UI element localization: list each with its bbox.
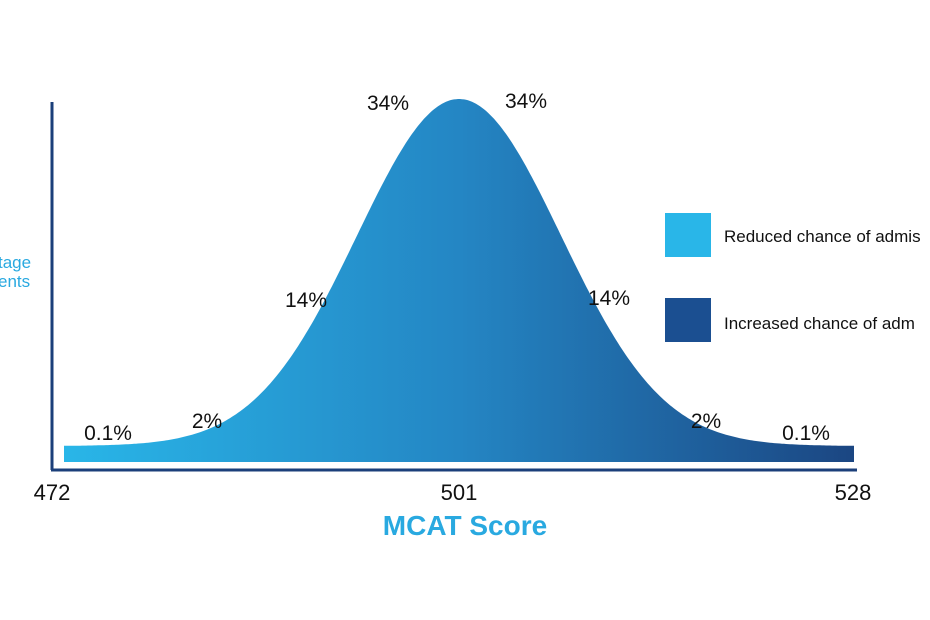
pct-label-right-14: 14% <box>588 287 630 310</box>
x-axis-title: MCAT Score <box>383 510 547 541</box>
pct-label-left-2: 2% <box>192 410 222 433</box>
legend-swatch-increased <box>665 298 711 342</box>
legend-swatch-reduced <box>665 213 711 257</box>
y-axis-label-line-2: ents <box>0 272 30 291</box>
pct-label-left-34: 34% <box>367 92 409 115</box>
pct-label-right-34: 34% <box>505 90 547 113</box>
y-axis-label-line-1: tage <box>0 253 31 272</box>
x-tick-label-min: 472 <box>34 480 71 505</box>
pct-label-left-14: 14% <box>285 289 327 312</box>
pct-label-left-tail: 0.1% <box>84 422 132 445</box>
pct-label-right-tail: 0.1% <box>782 422 830 445</box>
legend-label-reduced: Reduced chance of admis <box>724 227 921 246</box>
x-tick-label-max: 528 <box>835 480 872 505</box>
distribution-curve <box>64 99 854 462</box>
legend-label-increased: Increased chance of adm <box>724 314 915 333</box>
pct-label-right-2: 2% <box>691 410 721 433</box>
legend: Reduced chance of admis Increased chance… <box>665 213 921 342</box>
x-tick-label-mean: 501 <box>441 480 478 505</box>
